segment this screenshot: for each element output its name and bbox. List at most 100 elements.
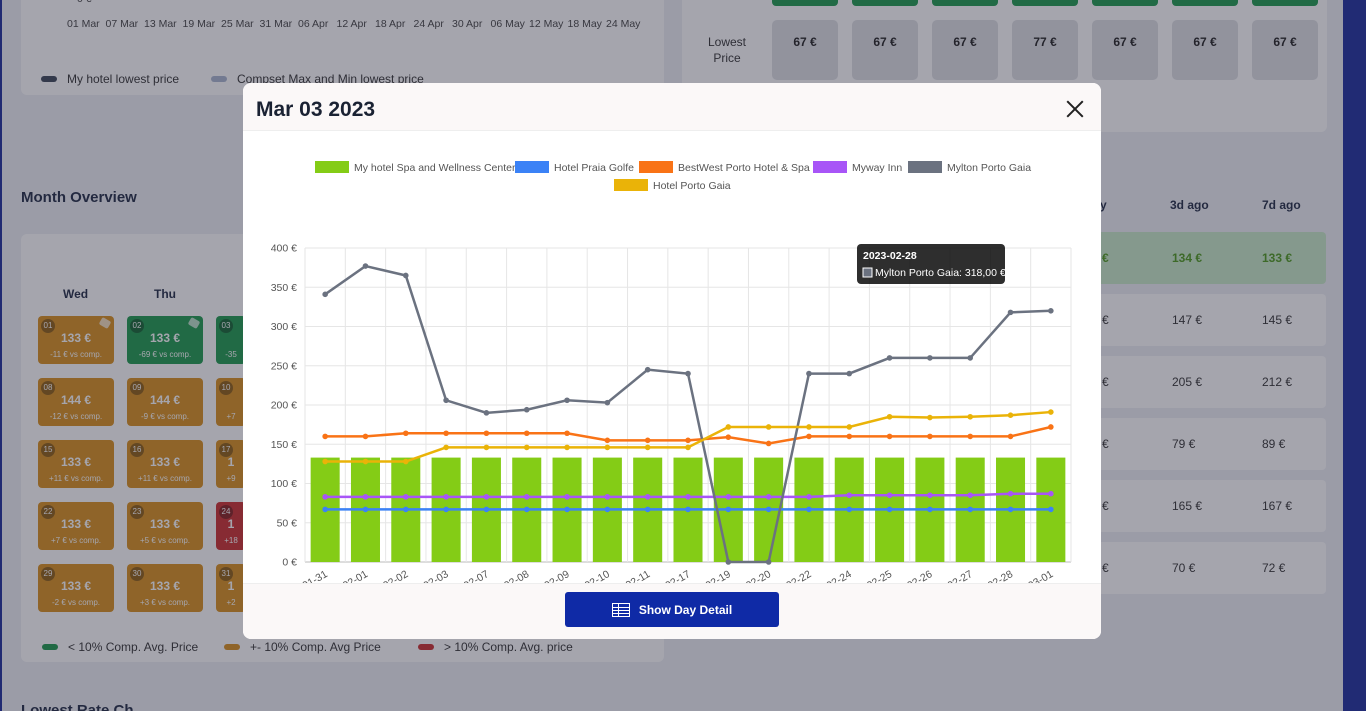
data-point bbox=[523, 430, 530, 437]
day-number: 22 bbox=[41, 505, 55, 519]
lowest-price-value: 67 € bbox=[852, 20, 918, 80]
legend-item: +- 10% Comp. Avg Price bbox=[224, 640, 381, 654]
data-point bbox=[765, 559, 772, 565]
day-number: 30 bbox=[130, 567, 144, 581]
chart-svg: My hotel Spa and Wellness Center Hotel Pr… bbox=[271, 161, 1072, 605]
data-point bbox=[483, 410, 490, 416]
calendar-day[interactable]: 01 133 € -11 € vs comp. bbox=[38, 316, 114, 364]
legend-swatch bbox=[813, 161, 847, 173]
data-point bbox=[1007, 433, 1014, 440]
data-point bbox=[644, 437, 651, 444]
table-row: €205 € 212 € bbox=[1092, 356, 1326, 408]
table-cell: 70 € bbox=[1172, 561, 1196, 575]
close-icon[interactable] bbox=[1063, 97, 1087, 121]
legend-swatch bbox=[614, 179, 648, 191]
legend-swatch bbox=[211, 76, 227, 82]
calendar-day[interactable]: 30 133 € +3 € vs comp. bbox=[127, 564, 203, 612]
calendar-day[interactable]: 15 133 € +11 € vs comp. bbox=[38, 440, 114, 488]
tooltip-value: Mylton Porto Gaia: 318,00 € bbox=[875, 267, 1006, 279]
day-number: 29 bbox=[41, 567, 55, 581]
day-price: 133 € bbox=[60, 517, 92, 531]
day-price: 133 € bbox=[149, 579, 181, 593]
modal-header: Mar 03 2023 bbox=[243, 83, 1101, 131]
data-point bbox=[402, 272, 409, 279]
data-point bbox=[806, 506, 812, 513]
table-icon bbox=[611, 602, 630, 617]
legend-swatch bbox=[42, 644, 58, 650]
data-point bbox=[1007, 490, 1014, 497]
calendar-day[interactable]: 08 144 € -12 € vs comp. bbox=[38, 378, 114, 426]
legend-label: Myway Inn bbox=[852, 162, 902, 174]
calendar-day[interactable]: 22 133 € +7 € vs comp. bbox=[38, 502, 114, 550]
day-comparison: +11 € vs comp. bbox=[138, 474, 192, 483]
data-point bbox=[725, 506, 732, 513]
status-bar bbox=[1092, 0, 1158, 6]
legend-swatch bbox=[908, 161, 942, 173]
day-number: 03 bbox=[219, 319, 233, 333]
y-tick-label: 400 € bbox=[271, 243, 297, 255]
x-tick-label: 25 Mar bbox=[221, 18, 254, 30]
data-point bbox=[604, 437, 611, 444]
status-bar bbox=[772, 0, 838, 6]
tooltip-swatch bbox=[862, 267, 873, 278]
day-comparison: +7 € vs comp. bbox=[50, 536, 102, 545]
calendar-day[interactable]: 29 133 € -2 € vs comp. bbox=[38, 564, 114, 612]
data-point bbox=[967, 413, 974, 420]
calendar-day[interactable]: 10 +7 bbox=[216, 378, 246, 426]
x-tick-label: 12 Apr bbox=[336, 18, 367, 30]
data-point bbox=[725, 434, 732, 440]
data-point bbox=[886, 355, 893, 361]
data-point bbox=[967, 433, 974, 440]
data-point bbox=[685, 494, 691, 500]
day-price: 1 bbox=[227, 579, 235, 593]
y-tick-label: 300 € bbox=[271, 321, 297, 333]
data-point bbox=[886, 506, 893, 513]
calendar-day[interactable]: 24 1 +18 bbox=[216, 502, 246, 550]
day-number: 09 bbox=[130, 381, 144, 395]
day-price: 1 bbox=[227, 455, 235, 469]
data-point bbox=[604, 399, 611, 406]
data-point bbox=[685, 370, 691, 377]
table-row: €70 € 72 € bbox=[1092, 542, 1326, 594]
table-column-header: 3d ago bbox=[1170, 198, 1209, 212]
day-number: 16 bbox=[130, 443, 144, 457]
data-point bbox=[564, 506, 570, 513]
data-point bbox=[402, 430, 409, 437]
day-comparison: +18 bbox=[224, 536, 238, 545]
day-price: 133 € bbox=[149, 331, 181, 345]
weekday-label: Wed bbox=[63, 287, 89, 301]
data-point bbox=[725, 559, 732, 565]
data-point bbox=[362, 494, 369, 500]
x-tick-label: 18 Apr bbox=[375, 18, 406, 30]
day-price: 133 € bbox=[149, 455, 181, 469]
data-point bbox=[725, 494, 732, 500]
table-cell: 72 € bbox=[1262, 561, 1286, 575]
data-point bbox=[402, 458, 409, 465]
data-point bbox=[483, 444, 490, 451]
table-row: €134 € 133 € bbox=[1092, 232, 1326, 284]
table-row: €165 € 167 € bbox=[1092, 480, 1326, 532]
data-point bbox=[967, 355, 974, 361]
data-point bbox=[1048, 308, 1054, 314]
calendar-day[interactable]: 09 144 € -9 € vs comp. bbox=[127, 378, 203, 426]
day-price: 133 € bbox=[60, 331, 92, 345]
calendar-day[interactable]: 03 -35 bbox=[216, 316, 246, 364]
calendar-day[interactable]: 16 133 € +11 € vs comp. bbox=[127, 440, 203, 488]
data-point bbox=[322, 458, 328, 465]
table-row: €79 € 89 € bbox=[1092, 418, 1326, 470]
show-day-detail-button[interactable]: Show Day Detail bbox=[565, 592, 779, 627]
calendar-day[interactable]: 02 133 € -69 € vs comp. bbox=[127, 316, 203, 364]
table-cell: 165 € bbox=[1172, 499, 1203, 513]
calendar-day[interactable]: 31 1 +2 bbox=[216, 564, 246, 612]
legend-label: My hotel lowest price bbox=[67, 72, 180, 86]
data-point bbox=[927, 433, 933, 440]
data-point bbox=[362, 458, 369, 465]
lowest-price-value: 67 € bbox=[1092, 20, 1158, 80]
data-point bbox=[846, 424, 853, 430]
data-point bbox=[765, 424, 772, 430]
x-tick-label: 30 Apr bbox=[452, 18, 483, 30]
data-point bbox=[685, 444, 691, 451]
legend-item: My hotel lowest price bbox=[41, 72, 179, 86]
calendar-day[interactable]: 17 1 +9 bbox=[216, 440, 246, 488]
calendar-day[interactable]: 23 133 € +5 € vs comp. bbox=[127, 502, 203, 550]
